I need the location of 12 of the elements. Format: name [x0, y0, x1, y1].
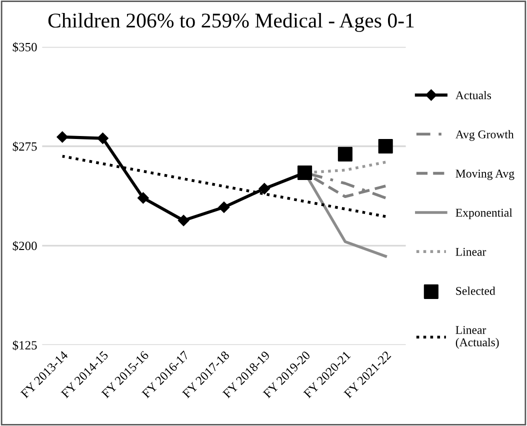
y-tick-label: $200: [12, 240, 37, 251]
y-tick-label: $350: [12, 42, 37, 52]
legend-label: Actuals: [455, 90, 492, 100]
legend-label: Selected: [456, 286, 496, 295]
y-tick-label: $275: [12, 142, 37, 152]
legend-label: Moving Avg: [456, 170, 514, 180]
legend-label: Linear: [456, 248, 486, 256]
legend-label: Linear (Actuals): [456, 326, 499, 349]
y-tick-label: $125: [12, 340, 37, 350]
legend-label: Exponential: [456, 208, 512, 220]
chart-title: Children 206% to 259% Medical - Ages 0-1: [48, 12, 414, 32]
legend-label: Avg Growth: [455, 130, 514, 141]
